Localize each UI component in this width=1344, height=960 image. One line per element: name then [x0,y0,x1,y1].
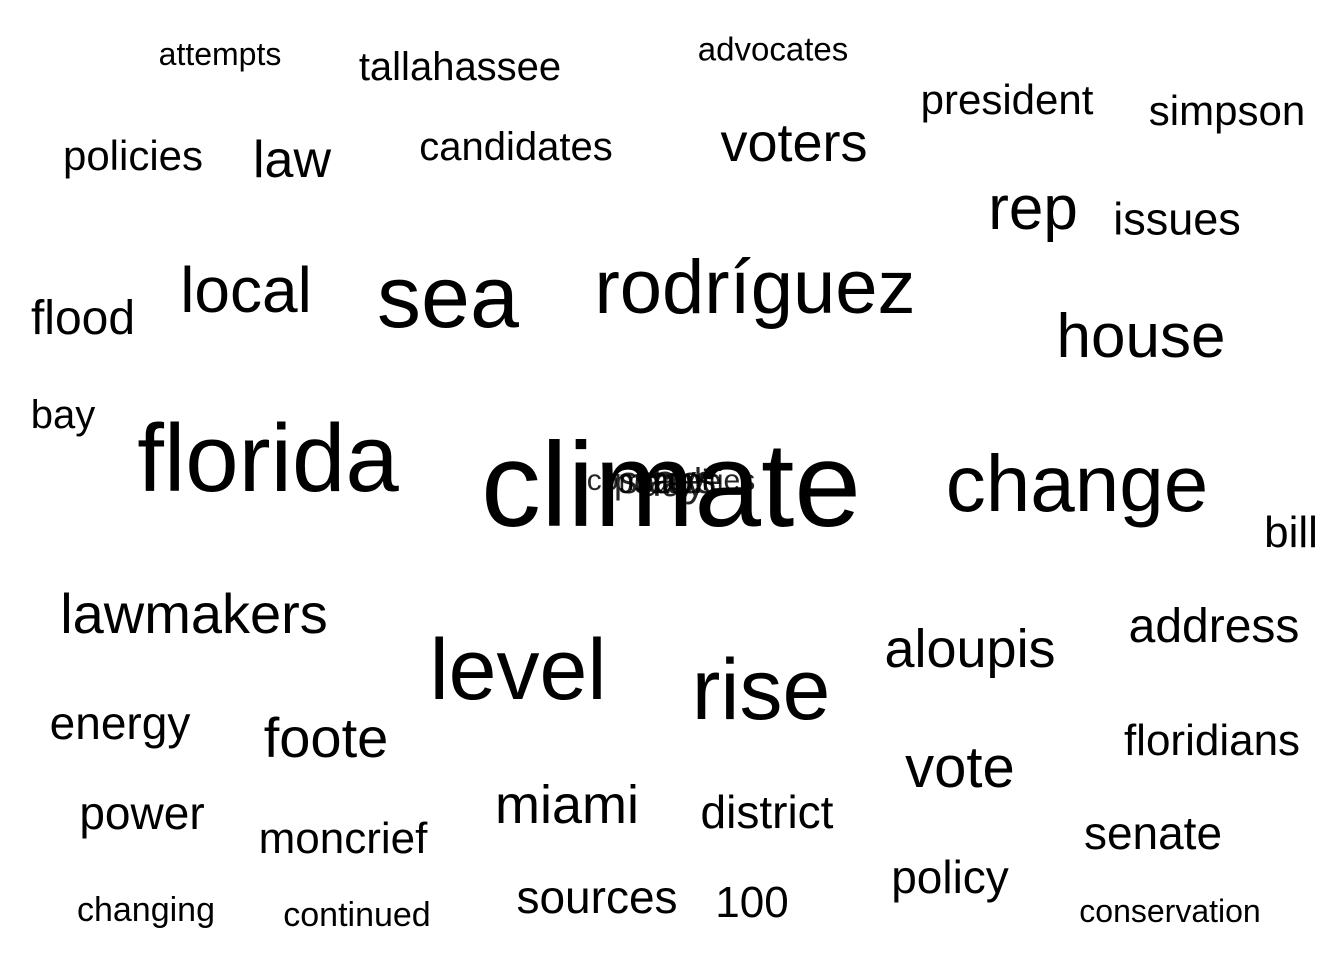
word-rep: rep [988,174,1078,243]
word-climate: climate [480,418,862,552]
word-conservation: conservation [1079,893,1261,929]
word-day: day [638,458,706,505]
word-policy: policy [891,851,1009,903]
word-florida: florida [137,405,399,512]
word-energy: energy [49,697,191,749]
word-flood: flood [30,292,136,345]
word-sea: sea [377,247,519,346]
word-miami: miami [495,775,639,835]
word-candidates: candidates [419,125,613,169]
word-president: president [920,76,1094,123]
word-power: power [79,787,205,839]
word-lawmakers: lawmakers [60,582,328,645]
word-foote: foote [263,706,389,769]
word-aloupis: aloupis [884,619,1056,679]
word-local: local [180,254,312,326]
word-floridians: floridians [1123,716,1301,765]
word-vote: vote [905,735,1015,800]
word-law: law [252,131,332,189]
word-says: says [633,458,717,502]
word-bay: bay [30,393,96,437]
word-issues: issues [1113,193,1241,245]
word-district: district [700,786,834,838]
word-changing: changing [76,891,216,929]
word-attempts: attempts [158,36,282,72]
word-rodriguez: rodríguez [594,245,916,330]
word-state: state [618,460,702,502]
word-level: level [429,622,607,718]
word-moncrief: moncrief [258,814,428,863]
word-policies: policies [62,132,204,179]
word-rise: rise [691,642,831,738]
word-voters: voters [720,113,868,173]
word-bill: bill [1264,508,1318,557]
word-sources: sources [516,871,678,923]
word-tallahassee: tallahassee [358,45,562,89]
word-change: change [945,439,1209,528]
word-senate: senate [1083,807,1223,859]
word-100: 100 [715,878,789,927]
word-continued: continued [283,896,431,934]
word-people: people [613,460,723,501]
word-address: address [1128,600,1300,653]
word-simpson: simpson [1148,87,1306,134]
word-house: house [1056,302,1226,371]
word-communities: communities [586,464,756,497]
word-advocates: advocates [697,30,849,68]
